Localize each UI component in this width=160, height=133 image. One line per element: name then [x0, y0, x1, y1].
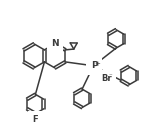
Text: +: + [94, 61, 100, 66]
Text: ⁻: ⁻ [108, 74, 112, 80]
Text: N: N [51, 39, 59, 48]
Text: F: F [33, 115, 38, 124]
Text: Br: Br [101, 74, 112, 83]
Text: P: P [91, 61, 97, 70]
